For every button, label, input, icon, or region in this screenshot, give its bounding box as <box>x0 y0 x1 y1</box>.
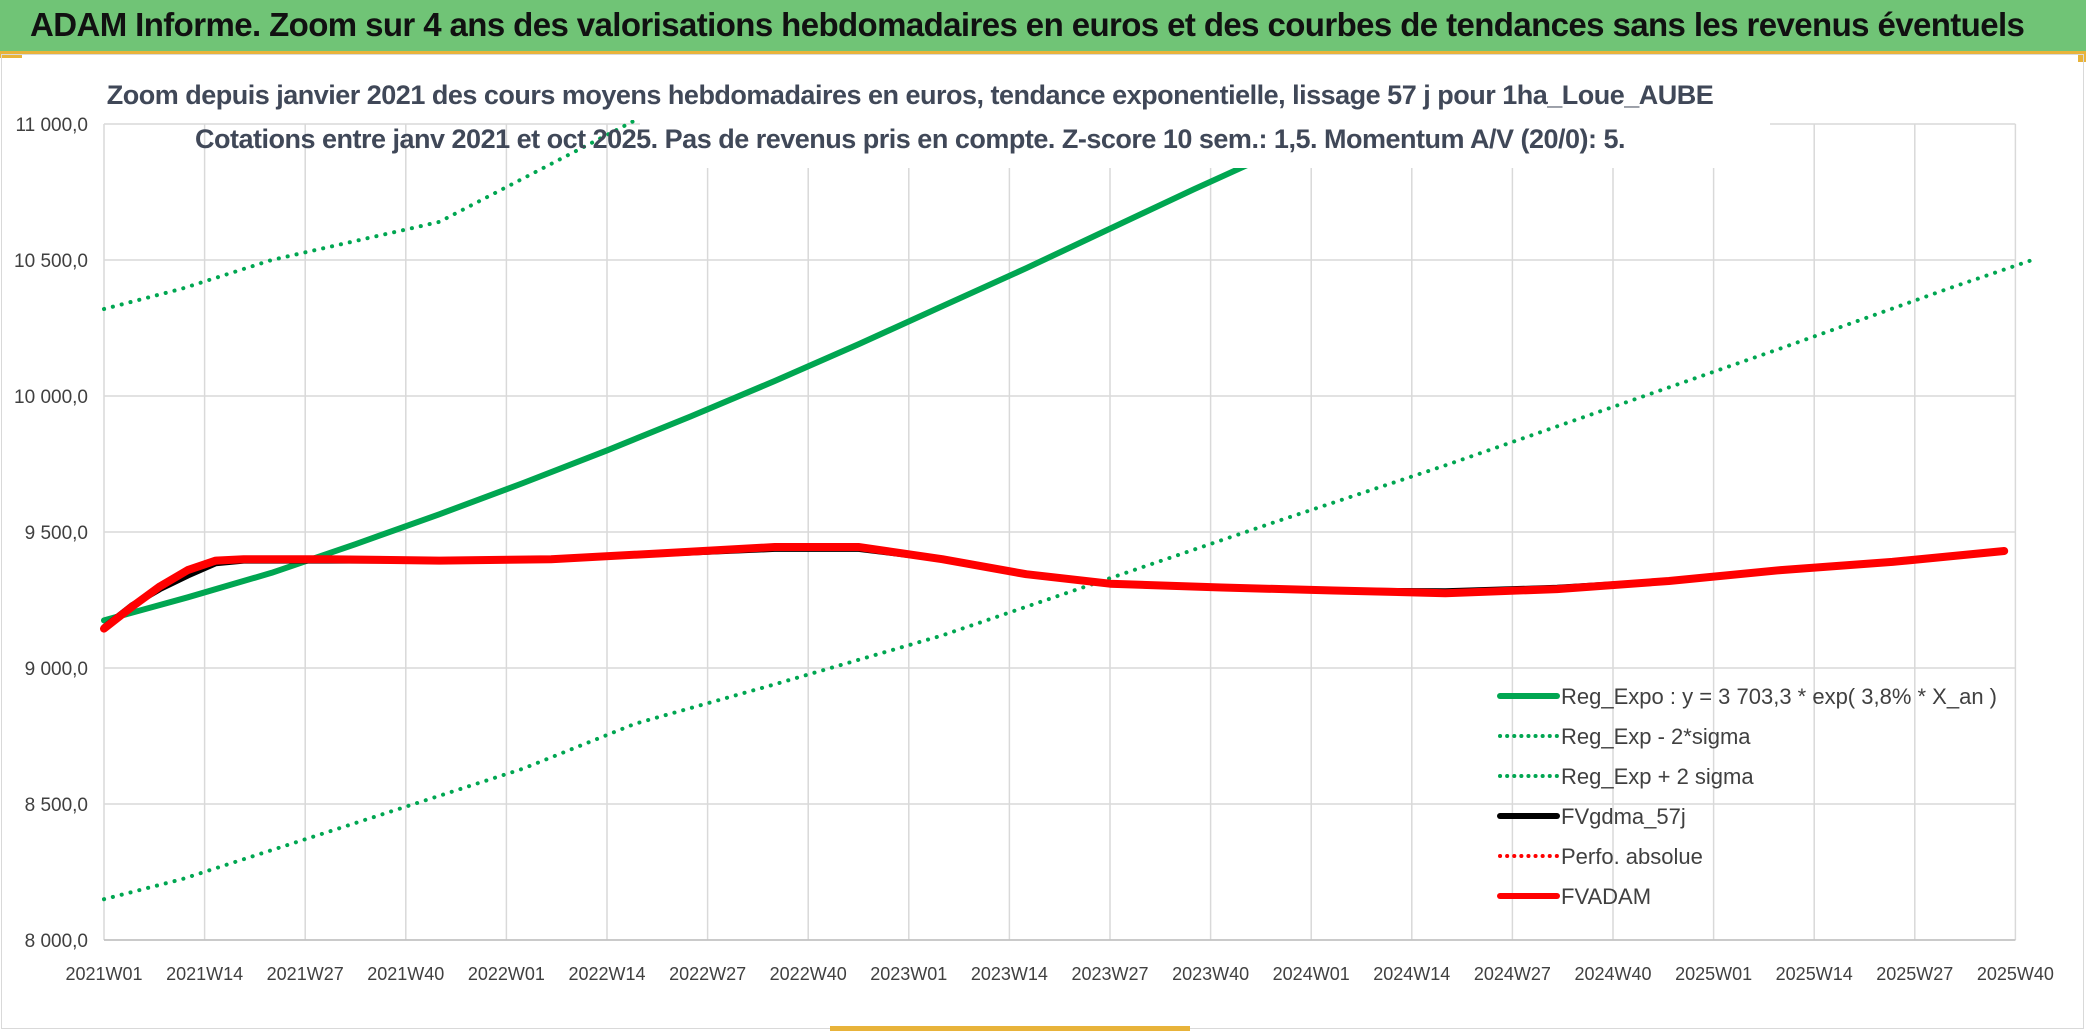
grid <box>103 123 2017 941</box>
chart-title: Zoom depuis janvier 2021 des cours moyen… <box>106 80 1714 110</box>
x-tick-label: 2024W14 <box>1373 964 1450 984</box>
x-tick-label: 2021W14 <box>166 964 243 984</box>
x-tick-label: 2022W40 <box>770 964 847 984</box>
banner-title: ADAM Informe. Zoom sur 4 ans des valoris… <box>30 6 2025 43</box>
chart-subtitle: Cotations entre janv 2021 et oct 2025. P… <box>194 124 1626 154</box>
y-tick-label: 8 500,0 <box>25 795 88 816</box>
x-tick-label: 2024W01 <box>1273 964 1350 984</box>
series-line-5 <box>100 543 2009 633</box>
x-tick-label: 2021W01 <box>65 964 142 984</box>
x-tick-label: 2023W27 <box>1071 964 1148 984</box>
x-axis: 2021W01 2021W14 2021W27 2021W40 2022W01 2022W… <box>65 964 2053 984</box>
y-tick-label: 9 000,0 <box>25 659 88 680</box>
series-line-1 <box>102 258 2035 902</box>
series-line-0 <box>101 120 1354 624</box>
x-tick-label: 2022W01 <box>468 964 545 984</box>
legend-label: FVgdma_57j <box>1561 804 1686 829</box>
legend: Reg_Expo : y = 3 703,3 * exp( 3,8% * X_a… <box>1497 684 1997 909</box>
legend-label: FVADAM <box>1561 884 1651 909</box>
x-tick-label: 2023W14 <box>971 964 1048 984</box>
x-tick-label: 2023W40 <box>1172 964 1249 984</box>
y-tick-label: 10 000,0 <box>14 387 88 408</box>
banner-accent-right <box>2078 52 2086 62</box>
title-banner: ADAM Informe. Zoom sur 4 ans des valoris… <box>0 0 2086 54</box>
x-tick-label: 2022W27 <box>669 964 746 984</box>
x-tick-label: 2024W40 <box>1574 964 1651 984</box>
legend-label: Reg_Exp + 2 sigma <box>1561 764 1754 789</box>
footer-accent <box>830 1026 1190 1031</box>
title-knockout <box>640 120 1770 168</box>
x-tick-label: 2021W40 <box>367 964 444 984</box>
y-tick-label: 11 000,0 <box>15 115 88 136</box>
x-tick-label: 2025W27 <box>1876 964 1953 984</box>
x-tick-label: 2025W01 <box>1675 964 1752 984</box>
y-tick-label: 8 000,0 <box>25 931 88 952</box>
series-layer <box>100 120 2035 902</box>
legend-label: Reg_Expo : y = 3 703,3 * exp( 3,8% * X_a… <box>1561 684 1997 709</box>
x-tick-label: 2023W01 <box>870 964 947 984</box>
x-tick-label: 2024W27 <box>1474 964 1551 984</box>
y-axis: 8 000,0 8 500,0 9 000,0 9 500,0 10 000,0 10 5… <box>14 115 88 952</box>
x-tick-label: 2022W14 <box>568 964 645 984</box>
banner-accent-left <box>0 52 22 58</box>
x-tick-label: 2025W14 <box>1776 964 1853 984</box>
x-tick-label: 2025W40 <box>1977 964 2054 984</box>
series-line-2 <box>102 120 641 311</box>
x-tick-label: 2021W27 <box>267 964 344 984</box>
legend-label: Reg_Exp - 2*sigma <box>1561 724 1751 749</box>
y-tick-label: 10 500,0 <box>14 251 88 272</box>
legend-label: Perfo. absolue <box>1561 844 1703 869</box>
y-tick-label: 9 500,0 <box>25 523 88 544</box>
